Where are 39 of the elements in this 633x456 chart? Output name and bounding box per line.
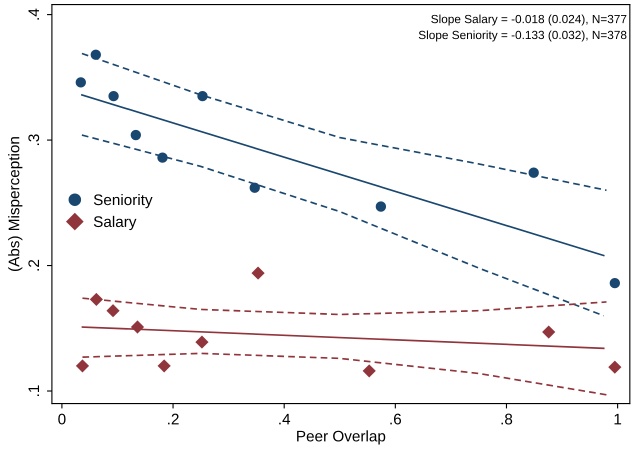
point [197,91,208,102]
x-axis-title: Peer Overlap [297,430,386,445]
y-axis-title: (Abs) Misperception [8,137,22,272]
x-tick-label: .6 [390,414,402,425]
point [251,266,265,280]
x-tick-label: .4 [279,414,290,424]
y-tick-label: .1 [28,385,40,396]
x-tick-label: .8 [501,414,512,425]
point [250,182,260,193]
x-tick-label: .2 [168,414,179,424]
x-tick-label: 1 [614,414,622,424]
x-tick-label: 0 [58,414,66,425]
point [362,364,376,378]
y-tick-label: .3 [28,134,40,146]
line-series [81,134,605,317]
point [157,152,168,163]
point [608,360,622,374]
point [195,335,209,349]
y-tick-label: .2 [28,260,40,271]
point [528,168,539,178]
legend-label: Salary [94,216,136,230]
point [76,77,86,88]
point [76,359,90,373]
point [158,359,171,373]
point [106,304,120,318]
annotation: Slope Salary = -0.018 (0.024), N=377 [431,14,626,26]
annotation: Slope Seniority = -0.133 (0.032), N=378 [418,30,626,42]
point [108,91,119,102]
y-tick-label: .4 [28,8,40,20]
point [90,50,101,60]
point [130,130,141,140]
line-series [81,52,608,192]
point [542,325,556,339]
point [130,320,144,334]
point [610,278,620,288]
point [90,292,103,306]
legend-label: Seniority [94,194,153,208]
point [376,201,386,212]
line-series [82,297,608,316]
